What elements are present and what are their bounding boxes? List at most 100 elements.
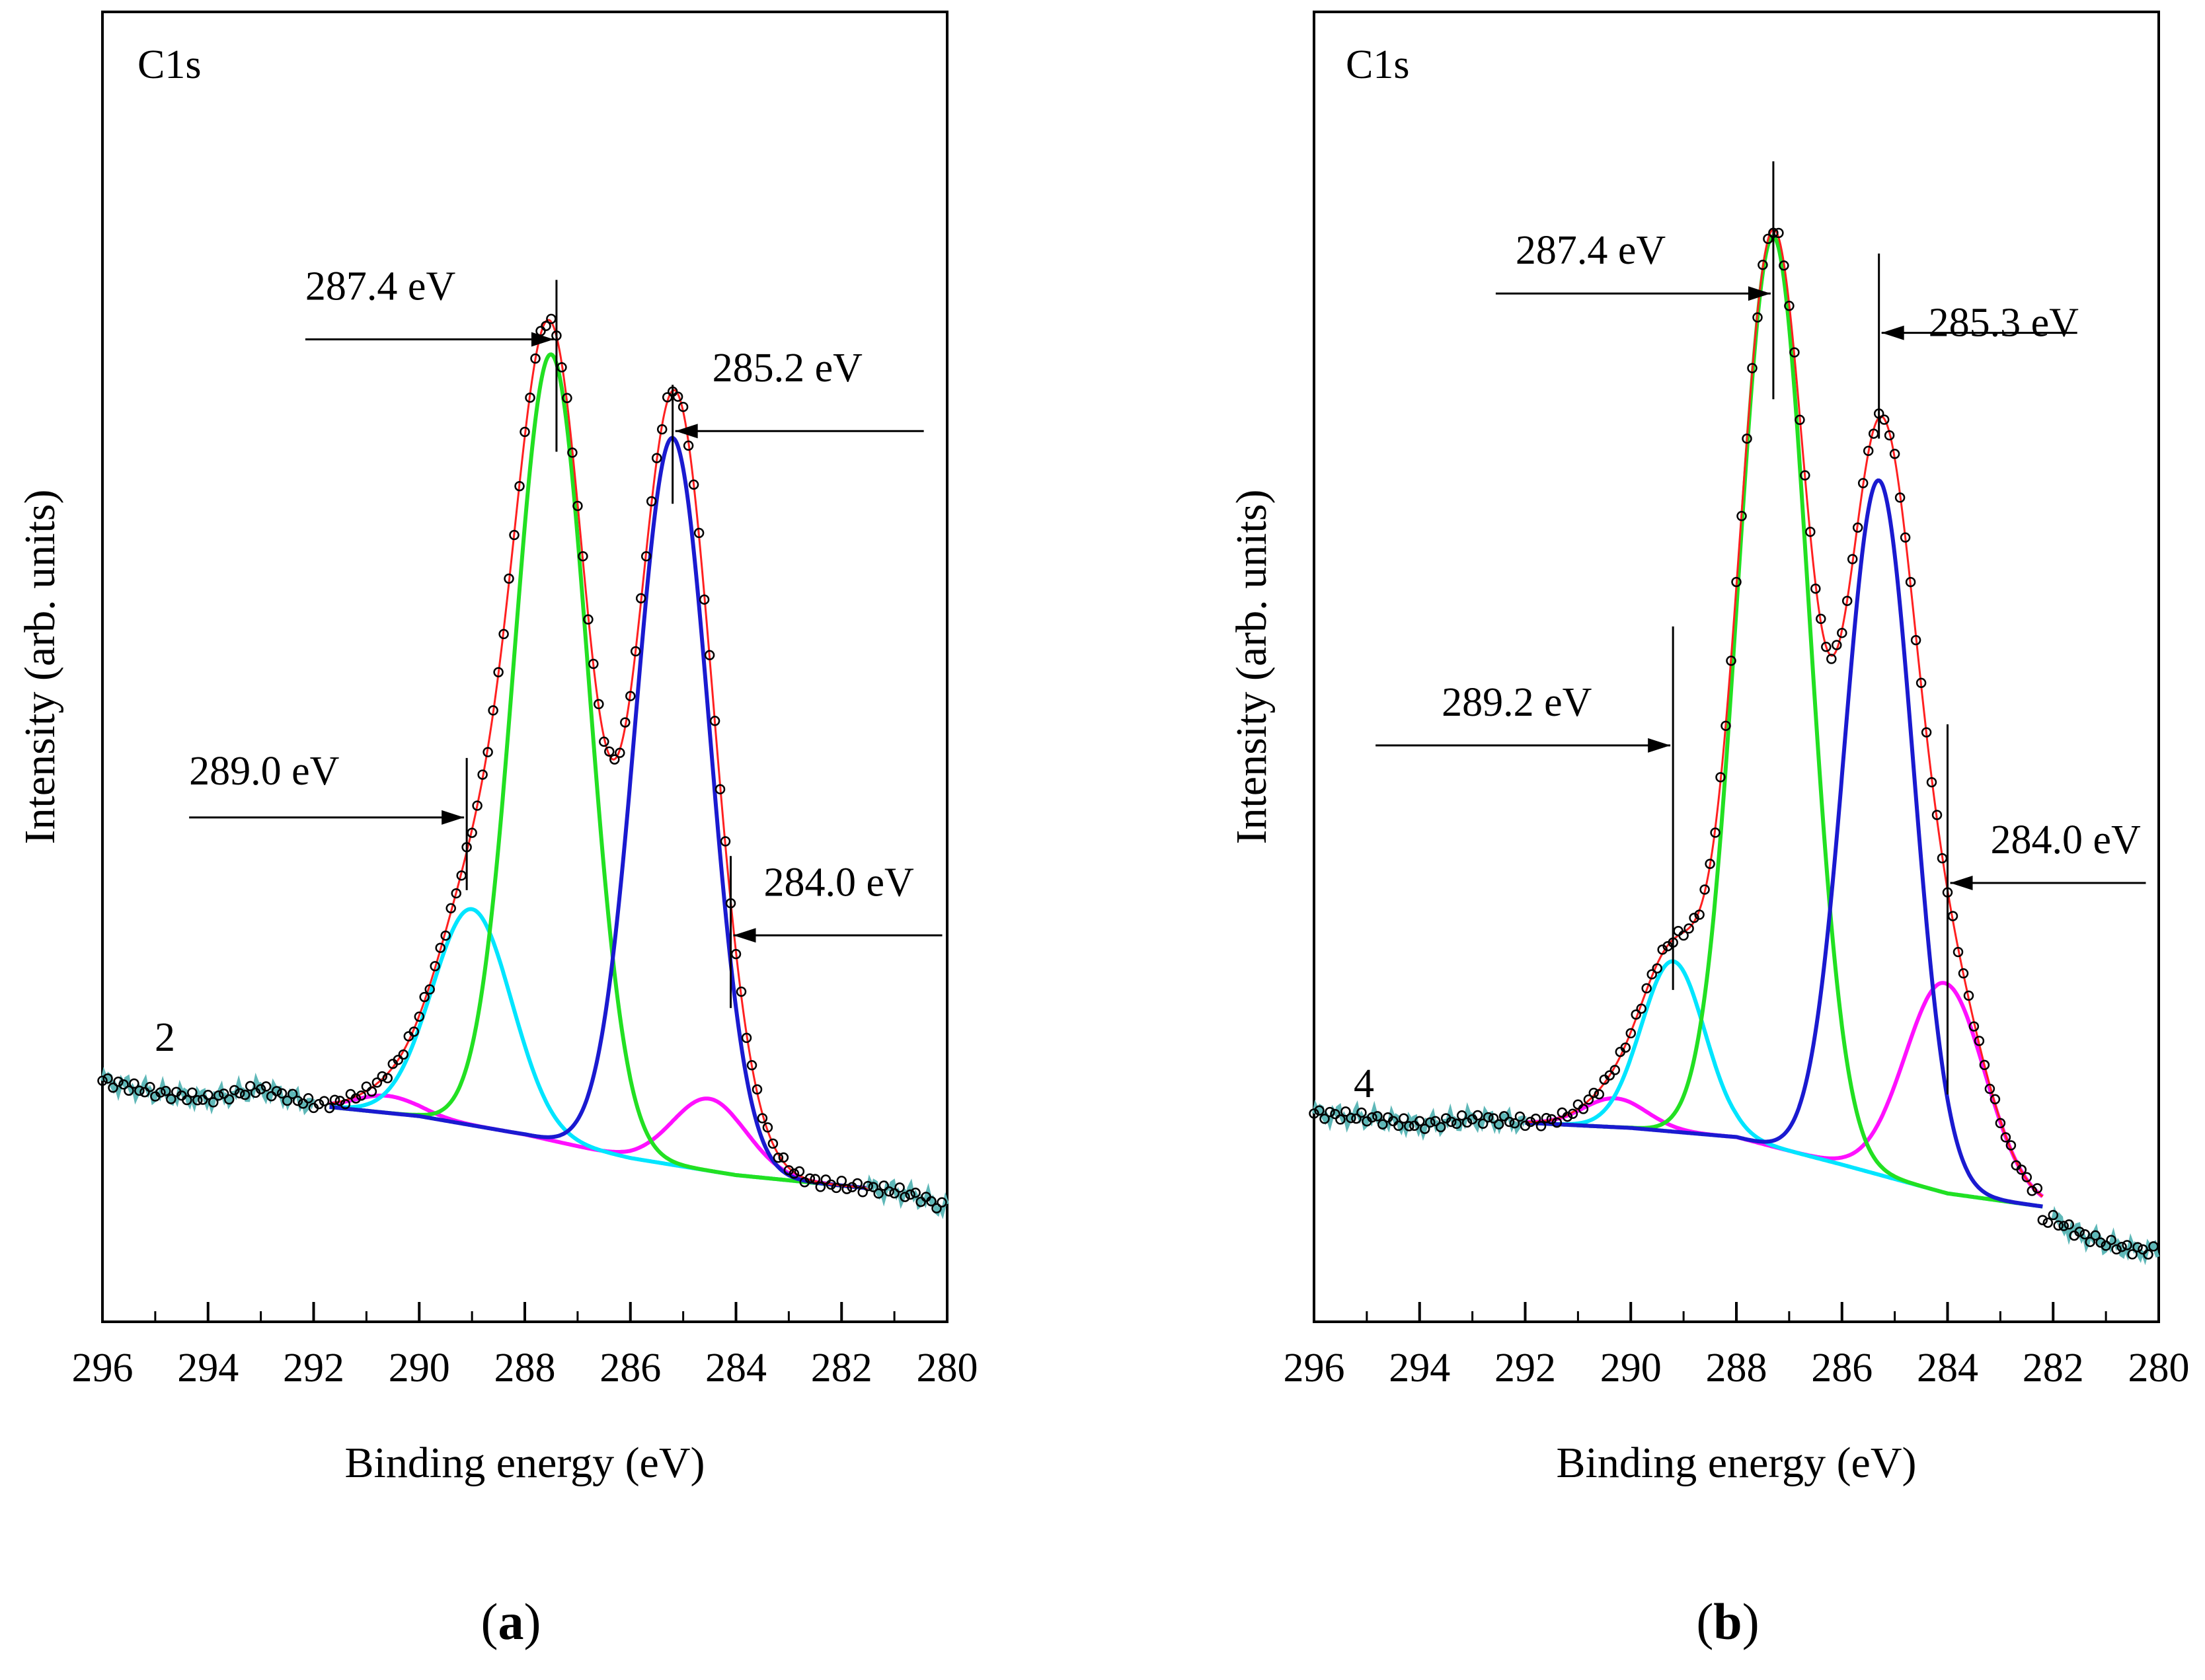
data-point bbox=[493, 667, 504, 677]
data-point bbox=[145, 1081, 155, 1092]
data-point bbox=[1683, 923, 1694, 934]
data-point bbox=[2101, 1241, 2111, 1251]
data-point bbox=[129, 1078, 139, 1089]
data-point bbox=[2095, 1237, 2106, 1248]
data-point bbox=[1715, 772, 1726, 783]
data-point bbox=[2064, 1219, 2074, 1230]
data-point bbox=[340, 1098, 351, 1110]
x-tick-label: 294 bbox=[177, 1346, 239, 1391]
data-point bbox=[319, 1096, 330, 1106]
data-point bbox=[1435, 1122, 1446, 1133]
data-point bbox=[1340, 1106, 1351, 1117]
data-point bbox=[366, 1086, 377, 1097]
data-point bbox=[1541, 1113, 1552, 1124]
data-point bbox=[287, 1088, 298, 1099]
data-point bbox=[166, 1094, 176, 1104]
data-point bbox=[868, 1182, 878, 1192]
data-point bbox=[1461, 1117, 1473, 1128]
data-point bbox=[255, 1084, 266, 1094]
raw-data-background-right bbox=[866, 1174, 949, 1219]
data-point bbox=[1889, 449, 1900, 459]
data-point bbox=[1477, 1118, 1489, 1129]
data-point bbox=[1816, 613, 1826, 625]
data-point bbox=[757, 1113, 768, 1124]
x-tick-marks bbox=[101, 1302, 948, 1322]
data-point bbox=[1404, 1121, 1414, 1131]
data-point bbox=[1742, 433, 1752, 444]
data-point bbox=[1826, 654, 1837, 664]
data-point bbox=[155, 1087, 166, 1098]
data-point bbox=[1309, 1108, 1319, 1119]
data-point bbox=[910, 1188, 921, 1198]
panel-title: C1s bbox=[1346, 42, 1409, 87]
data-point bbox=[1514, 1111, 1526, 1122]
x-tick-label: 288 bbox=[1706, 1346, 1767, 1391]
data-point bbox=[424, 984, 435, 995]
data-point bbox=[773, 1153, 784, 1163]
data-point bbox=[1367, 1112, 1377, 1123]
data-point bbox=[588, 658, 599, 669]
data-point bbox=[836, 1175, 847, 1186]
data-point bbox=[192, 1095, 203, 1106]
peak-label: 285.2 eV bbox=[713, 346, 863, 391]
data-point bbox=[884, 1186, 894, 1197]
data-point bbox=[1905, 576, 1916, 588]
data-point bbox=[736, 986, 747, 997]
data-point bbox=[1636, 1003, 1646, 1014]
data-point bbox=[894, 1182, 905, 1193]
data-point bbox=[926, 1196, 937, 1207]
y-axis-title: Intensity (arb. units) bbox=[1227, 489, 1276, 844]
data-point bbox=[1446, 1116, 1457, 1127]
data-point bbox=[139, 1087, 150, 1098]
data-point bbox=[1567, 1108, 1578, 1120]
data-point bbox=[1953, 946, 1964, 958]
data-point bbox=[2042, 1217, 2054, 1228]
data-point bbox=[1578, 1104, 1589, 1114]
data-point bbox=[276, 1088, 288, 1099]
data-point bbox=[382, 1073, 393, 1084]
data-point bbox=[1399, 1113, 1409, 1124]
data-point bbox=[504, 573, 514, 584]
data-point bbox=[767, 1138, 779, 1149]
data-point bbox=[1863, 445, 1874, 456]
data-point bbox=[905, 1189, 915, 1200]
y-axis-title: Intensity (arb. units) bbox=[16, 489, 64, 844]
data-markers bbox=[1309, 227, 2159, 1260]
data-point bbox=[398, 1049, 409, 1060]
data-point bbox=[1841, 595, 1853, 606]
data-point bbox=[260, 1081, 272, 1092]
data-point bbox=[2085, 1237, 2095, 1247]
data-point bbox=[1847, 554, 1858, 564]
peak-label: 287.4 eV bbox=[305, 264, 456, 309]
peak-annotation-284-0: 284.0 eV bbox=[1947, 724, 2146, 1095]
peak-annotation-289-0: 289.0 eV bbox=[189, 749, 468, 890]
data-point bbox=[1594, 1089, 1605, 1100]
data-point bbox=[509, 529, 520, 541]
data-point bbox=[1921, 727, 1932, 738]
data-point bbox=[440, 930, 451, 941]
data-point bbox=[931, 1203, 942, 1214]
data-point bbox=[1726, 656, 1736, 666]
data-point bbox=[2090, 1230, 2101, 1241]
data-point bbox=[187, 1087, 198, 1098]
peak-label: 289.2 eV bbox=[1442, 680, 1592, 725]
data-point bbox=[1351, 1113, 1362, 1124]
data-point bbox=[2016, 1165, 2027, 1175]
data-point bbox=[1604, 1070, 1615, 1081]
x-tick-label: 280 bbox=[2128, 1346, 2190, 1391]
data-point bbox=[2079, 1229, 2090, 1240]
data-point bbox=[203, 1090, 213, 1100]
data-point bbox=[541, 321, 551, 331]
data-point bbox=[451, 888, 461, 899]
data-point bbox=[599, 736, 609, 747]
data-point bbox=[2005, 1140, 2017, 1151]
data-point bbox=[1504, 1116, 1515, 1127]
panel-title: C1s bbox=[137, 42, 201, 87]
data-point bbox=[1393, 1120, 1404, 1131]
peak-annotation-287-4: 287.4 eV bbox=[305, 264, 558, 452]
data-point bbox=[2000, 1132, 2011, 1143]
data-point bbox=[841, 1184, 852, 1194]
x-axis-title: Binding energy (eV) bbox=[345, 1439, 705, 1487]
data-point bbox=[1900, 532, 1911, 543]
